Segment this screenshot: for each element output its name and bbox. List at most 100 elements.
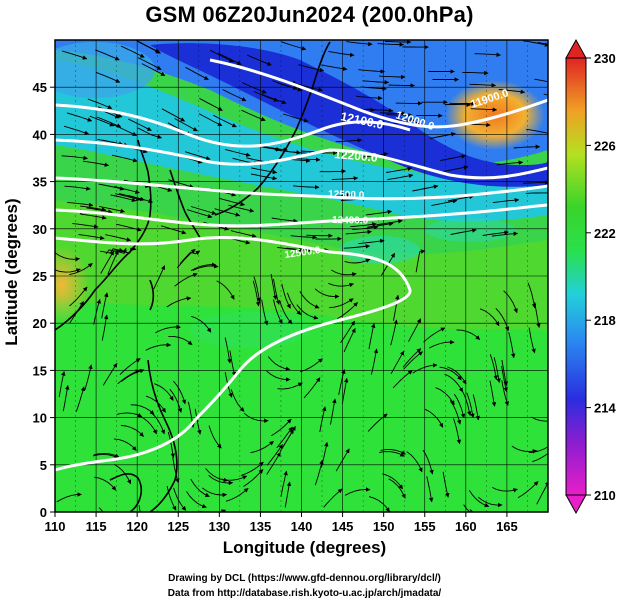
streamline-arrow bbox=[501, 359, 508, 386]
streamline-arrow bbox=[186, 491, 207, 509]
streamline-arrow bbox=[117, 369, 141, 385]
coast-philippines bbox=[147, 359, 178, 512]
streamline-arrow bbox=[101, 292, 109, 319]
streamline-arrow bbox=[205, 468, 229, 483]
contour-label: 12500.0 bbox=[328, 189, 365, 201]
streamline-arrow bbox=[489, 354, 498, 380]
streamline-arrow bbox=[114, 463, 132, 485]
streamline-arrow bbox=[138, 505, 141, 512]
streamline-arrow bbox=[450, 228, 477, 235]
streamline-arrow bbox=[380, 449, 406, 455]
streamline-arrow bbox=[214, 208, 241, 217]
streamline-arrow bbox=[341, 377, 349, 404]
streamline-arrow bbox=[96, 116, 122, 128]
y-tick-label: 20 bbox=[33, 316, 47, 331]
streamline-arrow bbox=[523, 40, 548, 47]
streamline-arrow bbox=[86, 207, 113, 214]
streamline-arrow bbox=[492, 197, 520, 204]
colorbar-tick-label: 226 bbox=[594, 138, 616, 153]
streamline-arrow bbox=[365, 209, 393, 216]
streamline-arrow bbox=[367, 221, 394, 228]
streamline-arrow bbox=[343, 327, 356, 353]
streamline-arrow bbox=[303, 377, 321, 399]
streamline-arrow bbox=[366, 108, 394, 113]
streamline-arrow bbox=[384, 40, 412, 45]
streamline-arrow bbox=[522, 180, 548, 185]
streamline-arrow bbox=[150, 411, 166, 435]
streamline-arrow bbox=[368, 496, 390, 512]
streamline-arrow bbox=[137, 40, 161, 54]
streamline-arrow bbox=[328, 50, 355, 58]
contour-label: 12200.0 bbox=[334, 147, 379, 165]
streamline-arrow bbox=[442, 165, 469, 173]
streamline-arrow bbox=[190, 262, 217, 272]
streamline-arrow bbox=[350, 222, 377, 228]
streamline-arrow bbox=[230, 230, 257, 238]
streamline-arrow bbox=[388, 83, 416, 88]
streamline-arrow bbox=[208, 425, 222, 449]
streamline-arrow bbox=[266, 444, 283, 466]
streamline-arrow bbox=[344, 487, 371, 496]
streamline-arrow bbox=[75, 386, 86, 412]
streamline-arrow bbox=[280, 470, 288, 497]
streamline-arrow bbox=[511, 445, 538, 454]
streamline-arrow bbox=[266, 452, 281, 475]
streamline-arrow bbox=[230, 389, 245, 412]
streamline-arrow bbox=[105, 234, 132, 242]
streamline-arrow bbox=[261, 145, 288, 152]
contours bbox=[55, 58, 548, 472]
streamline-arrow bbox=[102, 362, 118, 386]
streamline-arrow bbox=[290, 235, 318, 240]
streamline-arrow bbox=[386, 112, 413, 118]
streamline-arrow bbox=[185, 151, 211, 161]
x-tick-label: 135 bbox=[250, 519, 272, 534]
streamline-arrow bbox=[64, 185, 91, 191]
streamline-arrow bbox=[461, 390, 472, 416]
streamline-arrow bbox=[191, 315, 212, 333]
streamline-arrow bbox=[61, 155, 88, 161]
streamline-arrow bbox=[80, 205, 107, 212]
streamline-arrow bbox=[208, 475, 234, 486]
streamline-arrow bbox=[340, 320, 356, 344]
streamline-arrow bbox=[67, 201, 94, 208]
streamline-arrow bbox=[185, 66, 209, 80]
colorbar-gradient bbox=[565, 57, 587, 496]
streamline-arrow bbox=[319, 169, 347, 174]
streamline-arrow bbox=[431, 199, 458, 207]
colorbar-bottom-arrow bbox=[565, 494, 587, 515]
streamline-arrow bbox=[329, 298, 354, 309]
streamline-arrow bbox=[160, 225, 187, 235]
streamline-arrow bbox=[468, 489, 490, 508]
streamline-arrow bbox=[442, 471, 450, 498]
streamline-arrow bbox=[496, 160, 524, 166]
streamline-arrow bbox=[261, 93, 287, 105]
streamline-arrow bbox=[412, 363, 438, 374]
streamline-arrow bbox=[69, 263, 93, 276]
streamline-arrow bbox=[190, 206, 217, 215]
streamline-arrow bbox=[61, 50, 88, 60]
streamline-arrow bbox=[161, 108, 186, 122]
streamline-arrow bbox=[101, 314, 109, 341]
streamline-arrow bbox=[261, 299, 269, 326]
y-tick-label: 0 bbox=[40, 505, 47, 520]
streamline-arrow bbox=[482, 230, 509, 236]
streamline-arrow bbox=[271, 217, 298, 224]
contour-12400 bbox=[55, 203, 548, 228]
streamline-arrow bbox=[116, 412, 143, 418]
streamline-arrow bbox=[250, 173, 278, 181]
streamline-arrow bbox=[114, 246, 137, 254]
streamline-arrow bbox=[331, 176, 359, 181]
streamline-arrow bbox=[229, 350, 237, 377]
streamline-arrow bbox=[537, 41, 548, 45]
streamline-arrow bbox=[130, 404, 155, 415]
y-axis-ticks: 0 5 10 15 20 25 30 35 40 45 bbox=[33, 80, 55, 520]
streamline-arrow bbox=[379, 111, 407, 116]
coast-asia bbox=[55, 139, 152, 331]
streamline-arrow bbox=[474, 52, 501, 58]
streamline-arrow bbox=[72, 223, 99, 229]
contour-12500b bbox=[55, 236, 412, 472]
streamline-arrow bbox=[141, 63, 166, 77]
streamline-arrow bbox=[58, 371, 66, 398]
streamline-arrow bbox=[338, 369, 346, 395]
streamline-arrow bbox=[387, 173, 414, 181]
